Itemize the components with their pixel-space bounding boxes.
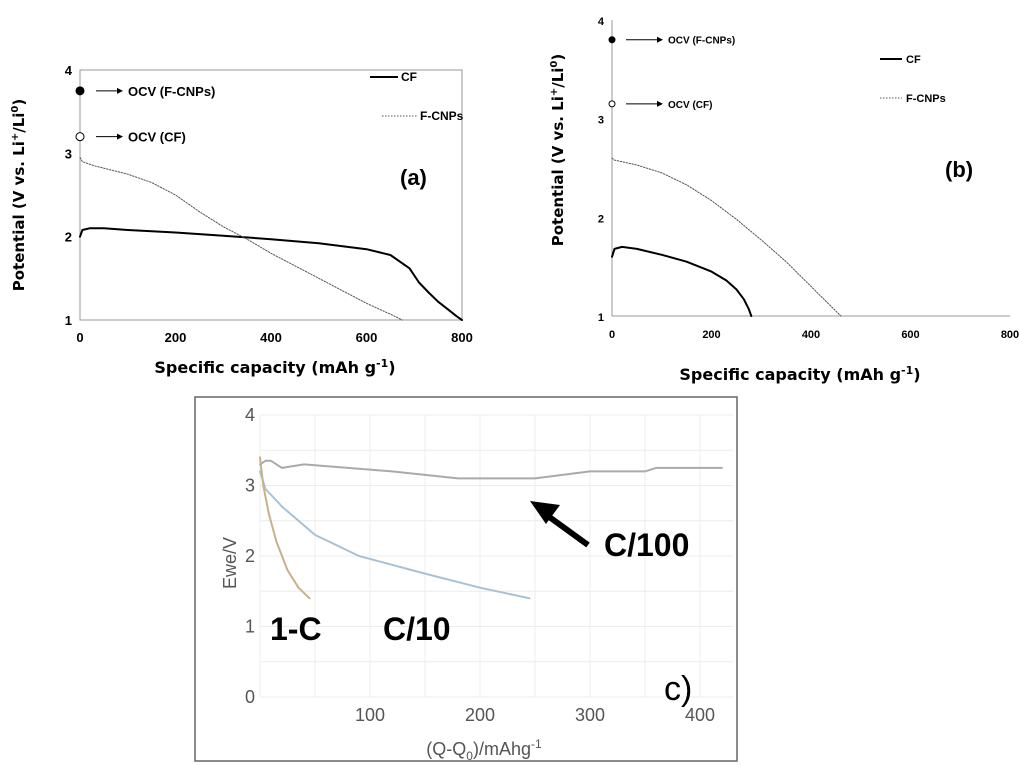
plot-frame-a (79, 69, 463, 321)
legend-label-fcnps-a: F-CNPs (420, 109, 464, 123)
marker-label-b: OCV (CF) (668, 100, 712, 111)
panel-label-c: c) (664, 670, 692, 708)
y-axis-label-b: Potential (V vs. Li+/Li0) (549, 54, 567, 247)
arrow-head-c100 (530, 501, 560, 524)
series-1-c-c (259, 456, 311, 600)
annotation-1c: 1-C (270, 611, 322, 647)
marker-label-b: OCV (F-CNPs) (668, 36, 735, 47)
panel-frame-c (194, 396, 738, 762)
x-axis-label-c: (Q-Q0)/mAhg-1 (426, 737, 542, 763)
x-tick-label-b: 800 (1001, 329, 1019, 341)
tick-labels-c: 0 1 2 3 4 100 200 300 400 (245, 405, 715, 725)
marker-ocv-fcnps-a (75, 86, 85, 96)
x-tick-label-c: 300 (575, 705, 605, 725)
x-tick-label-a: 0 (76, 330, 83, 345)
series-cf-b (611, 245, 753, 317)
x-axis-label-b: Specific capacity (mAh g-1) (679, 364, 920, 384)
arrow-c100 (546, 513, 590, 548)
chart-panel-c: Ewe/V (Q-Q0)/mAhg-1 0 1 2 3 4 100 200 300 400 C/… (194, 396, 738, 763)
panel-label-a: (a) (400, 165, 427, 190)
markers-group-a: OCV (F-CNPs) OCV (CF) (75, 84, 215, 145)
series-f-cnps-a (79, 157, 403, 321)
y-tick-label-b: 4 (598, 16, 605, 28)
chart-panel-b: (b) Potential (V vs. Li+/Li0) Specific c… (549, 16, 1019, 384)
y-tick-label-c: 1 (245, 617, 255, 637)
x-tick-label-b: 0 (609, 329, 615, 341)
marker-arrow-head-b (657, 100, 663, 107)
series-group-b (611, 157, 842, 317)
legend-b: CF F-CNPs (880, 54, 946, 105)
y-axis-label-a: Potential (V vs. Li+/Li0) (10, 99, 28, 292)
chart-panel-a: (a) Potential (V vs. Li+/Li0) Specific c… (10, 63, 473, 377)
marker-arrow-head-a (117, 133, 123, 140)
tick-labels-b: 1 2 3 4 0 200 400 600 800 (598, 16, 1019, 341)
y-tick-label-c: 4 (245, 405, 255, 425)
y-tick-label-a: 1 (65, 313, 72, 328)
x-tick-label-b: 200 (702, 329, 720, 341)
x-tick-label-a: 800 (451, 330, 473, 345)
marker-label-a: OCV (CF) (128, 130, 186, 145)
y-tick-label-c: 2 (245, 546, 255, 566)
legend-label-fcnps-b: F-CNPs (906, 93, 946, 105)
legend-a: CF F-CNPs (370, 70, 464, 123)
y-tick-label-b: 2 (598, 213, 604, 225)
marker-ocv-fcnps-b (608, 36, 616, 44)
y-tick-label-b: 1 (598, 312, 604, 324)
series-f-cnps-b (611, 157, 842, 317)
x-tick-label-a: 200 (165, 330, 187, 345)
x-tick-label-c: 100 (355, 705, 385, 725)
x-tick-label-a: 600 (356, 330, 378, 345)
y-tick-label-a: 3 (65, 146, 72, 161)
y-tick-label-b: 3 (598, 115, 604, 127)
x-tick-label-b: 400 (802, 329, 820, 341)
annotation-c10: C/10 (383, 611, 451, 647)
tick-labels-a: 1 2 3 4 0 200 400 600 800 (65, 63, 473, 345)
series-c-10-c (259, 470, 531, 600)
y-tick-label-c: 3 (245, 476, 255, 496)
y-tick-label-c: 0 (245, 687, 255, 707)
marker-label-a: OCV (F-CNPs) (128, 84, 215, 99)
marker-ocv-cf-a (75, 132, 85, 142)
x-axis-label-a: Specific capacity (mAh g-1) (154, 357, 395, 377)
markers-group-b: OCV (F-CNPs) OCV (CF) (608, 36, 735, 111)
marker-arrow-head-a (117, 87, 123, 94)
x-tick-label-c: 200 (465, 705, 495, 725)
legend-label-cf-a: CF (401, 70, 417, 84)
marker-ocv-cf-b (608, 100, 616, 108)
gridlines-c (259, 414, 733, 698)
series-c-100-c (259, 459, 723, 480)
marker-arrow-head-b (657, 36, 663, 43)
series-group-c (259, 456, 723, 600)
x-tick-label-b: 600 (901, 329, 919, 341)
y-tick-label-a: 2 (65, 230, 72, 245)
annotation-c100: C/100 (604, 527, 689, 563)
series-cf-a (79, 227, 463, 321)
legend-label-cf-b: CF (906, 54, 921, 66)
panel-label-b: (b) (945, 157, 973, 182)
x-tick-label-c: 400 (685, 705, 715, 725)
x-tick-label-a: 400 (260, 330, 282, 345)
y-axis-label-c: Ewe/V (220, 537, 240, 589)
y-tick-label-a: 4 (65, 63, 73, 78)
series-group-a (79, 157, 463, 321)
